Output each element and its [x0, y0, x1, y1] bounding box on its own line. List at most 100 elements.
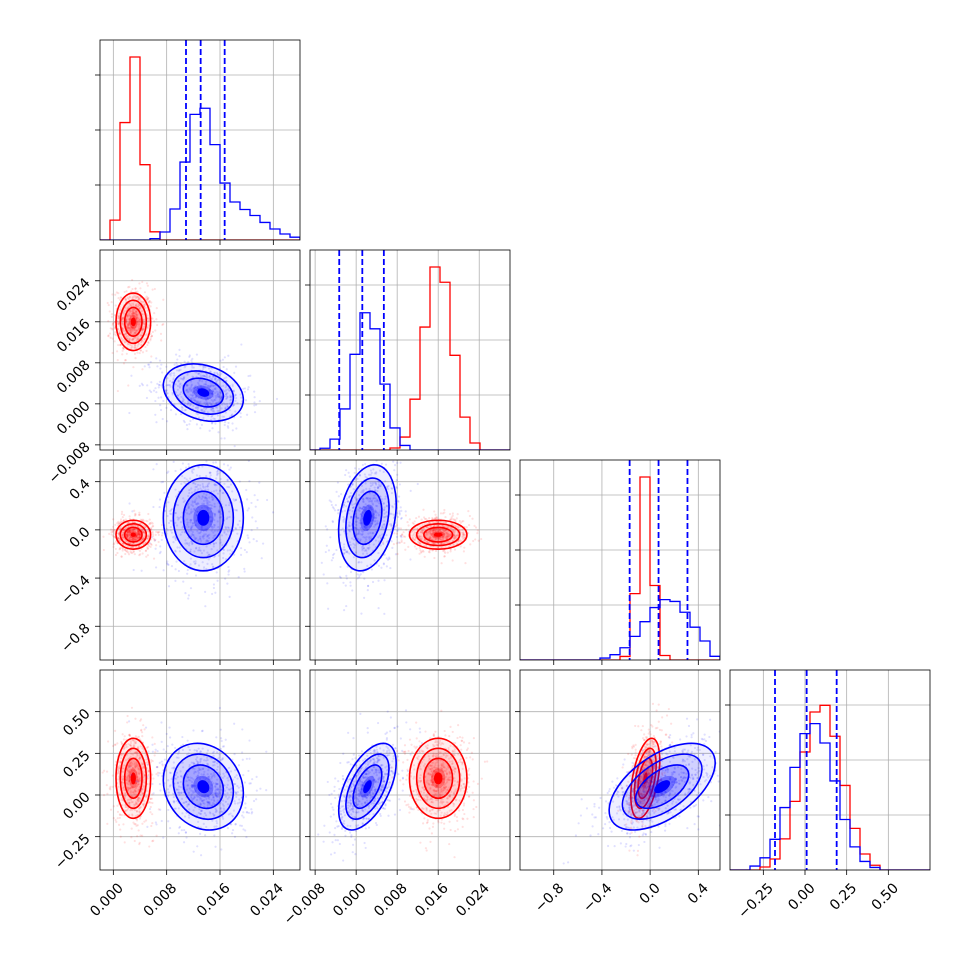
blue-sample-point — [228, 409, 231, 412]
blue-sample-point — [231, 385, 234, 388]
red-sample-point — [141, 328, 144, 331]
red-sample-point — [428, 551, 431, 554]
blue-sample-point — [188, 388, 191, 391]
red-sample-point — [417, 515, 421, 518]
red-sample-point — [160, 523, 164, 527]
blue-sample-point — [196, 502, 199, 505]
blue-sample-point — [211, 519, 214, 522]
red-sample-point — [129, 303, 132, 306]
blue-sample-point — [371, 519, 374, 522]
red-sample-point — [441, 542, 444, 545]
blue-sample-point — [211, 427, 214, 430]
blue-sample-point — [390, 487, 393, 490]
red-sample-point — [401, 533, 404, 536]
blue-sample-point — [361, 507, 365, 510]
blue-sample-point — [198, 379, 201, 383]
red-sample-point — [135, 311, 138, 314]
red-sample-point — [429, 536, 432, 539]
red-sample-point — [134, 296, 137, 299]
blue-sample-point — [220, 385, 223, 388]
red-sample-point — [135, 314, 139, 317]
blue-sample-point — [388, 557, 391, 560]
blue-sample-point — [225, 379, 228, 383]
blue-sample-point — [363, 525, 366, 529]
red-sample-point — [139, 349, 142, 352]
red-sample-point — [111, 337, 114, 340]
red-sample-point — [462, 533, 465, 537]
red-sample-point — [419, 541, 422, 545]
blue-sample-point — [167, 501, 170, 504]
blue-sample-point — [148, 528, 151, 531]
blue-sample-point — [194, 499, 197, 502]
red-sample-point — [136, 533, 139, 536]
red-sample-point — [461, 520, 464, 523]
red-sample-point — [429, 534, 432, 537]
blue-sample-point — [253, 396, 256, 399]
blue-sample-point — [212, 372, 216, 375]
blue-sample-point — [213, 483, 216, 486]
red-sample-point — [432, 529, 435, 532]
red-sample-point — [456, 526, 460, 529]
blue-sample-point — [286, 450, 288, 452]
red-sample-point — [137, 531, 141, 535]
red-sample-point — [138, 533, 141, 537]
blue-sample-point — [247, 536, 250, 539]
blue-sample-point — [395, 535, 399, 539]
blue-sample-point — [226, 392, 229, 395]
blue-sample-point — [200, 409, 203, 412]
red-sample-point — [419, 530, 423, 534]
blue-sample-point — [214, 396, 217, 399]
red-sample-point — [122, 531, 125, 535]
blue-sample-point — [212, 542, 215, 545]
histogram-panel-0 — [95, 39, 301, 245]
red-sample-point — [436, 524, 439, 527]
blue-sample-point — [144, 528, 147, 531]
blue-sample-point — [183, 481, 186, 484]
blue-sample-point — [177, 569, 181, 573]
red-sample-point — [122, 329, 125, 333]
blue-sample-point — [191, 524, 194, 527]
blue-sample-point — [202, 374, 205, 377]
blue-sample-point — [199, 400, 202, 404]
red-sample-point — [141, 834, 144, 837]
red-sample-point — [135, 329, 138, 332]
red-sample-point — [122, 348, 125, 351]
red-sample-point — [121, 328, 124, 331]
red-sample-point — [460, 540, 463, 543]
blue-sample-point — [371, 580, 375, 584]
blue-sample-point — [202, 537, 205, 540]
blue-sample-point — [166, 383, 169, 387]
red-sample-point — [140, 341, 143, 344]
blue-sample-point — [191, 482, 195, 485]
red-sample-point — [128, 530, 131, 533]
red-sample-point — [436, 529, 439, 532]
red-sample-point — [114, 553, 118, 557]
red-sample-point — [132, 538, 135, 541]
red-sample-point — [137, 533, 140, 536]
red-sample-point — [147, 341, 150, 345]
red-sample-point — [151, 317, 154, 320]
red-sample-point — [429, 532, 432, 535]
red-sample-point — [443, 530, 446, 533]
red-sample-point — [451, 514, 454, 517]
red-sample-point — [134, 538, 137, 541]
blue-sample-point — [213, 388, 216, 391]
blue-sample-point — [203, 505, 206, 508]
red-sample-point — [141, 735, 144, 738]
blue-sample-point — [211, 389, 214, 392]
red-sample-point — [122, 528, 125, 531]
red-sample-point — [114, 293, 117, 296]
red-sample-point — [130, 836, 133, 839]
red-sample-point — [126, 531, 129, 535]
blue-sample-point — [183, 409, 186, 412]
blue-sample-point — [171, 393, 174, 396]
blue-sample-point — [227, 504, 231, 507]
red-sample-point — [134, 303, 138, 307]
blue-sample-point — [189, 397, 193, 401]
red-sample-point — [153, 539, 156, 542]
red-sample-point — [118, 527, 121, 530]
red-sample-point — [444, 551, 447, 554]
blue-sample-point — [384, 463, 388, 466]
blue-sample-point — [215, 402, 218, 405]
blue-sample-point — [224, 406, 227, 409]
